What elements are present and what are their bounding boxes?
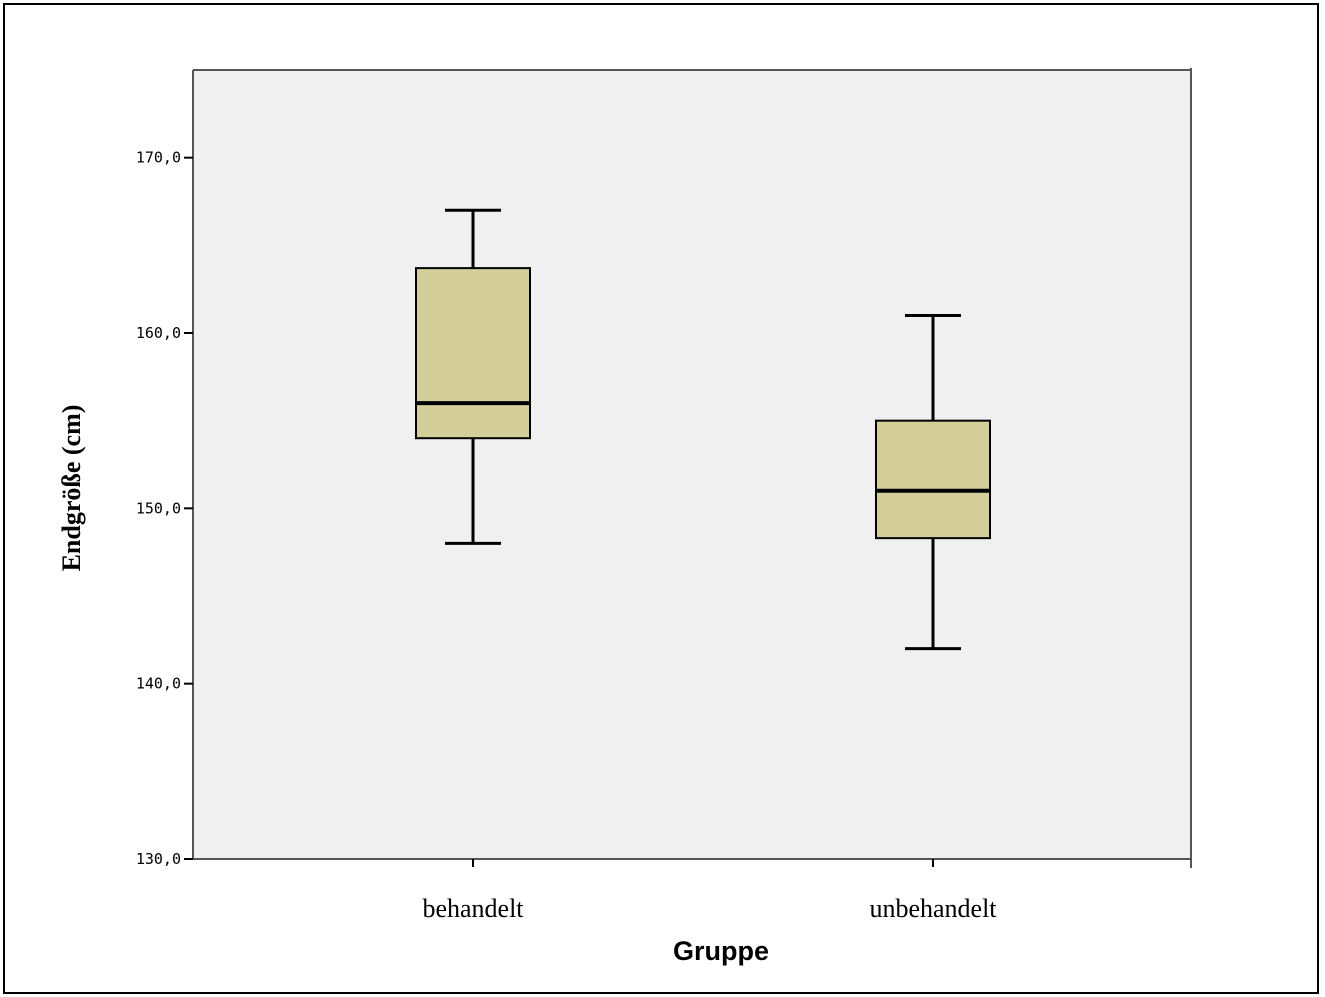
y-tick-label: 130,0 <box>136 850 181 868</box>
y-tick-label: 170,0 <box>136 149 181 167</box>
boxes <box>415 208 991 651</box>
y-tick-label: 140,0 <box>136 675 181 693</box>
y-tick-label: 150,0 <box>136 499 181 517</box>
plot-area <box>193 70 1191 859</box>
axis-lines <box>184 68 1192 868</box>
iqr-box <box>875 419 991 540</box>
x-axis-ticks: behandelt unbehandelt <box>422 859 997 923</box>
x-category-label: behandelt <box>422 894 524 923</box>
x-category-label: unbehandelt <box>869 894 997 923</box>
y-axis-title: Endgröße (cm) <box>57 405 86 572</box>
box-unbehandelt <box>875 313 991 651</box>
y-axis-ticks: 130,0 140,0 150,0 160,0 170,0 <box>136 149 193 868</box>
x-axis-title: Gruppe <box>673 936 769 966</box>
iqr-box <box>415 267 531 440</box>
box-behandelt <box>415 208 531 545</box>
y-tick-label: 160,0 <box>136 324 181 342</box>
